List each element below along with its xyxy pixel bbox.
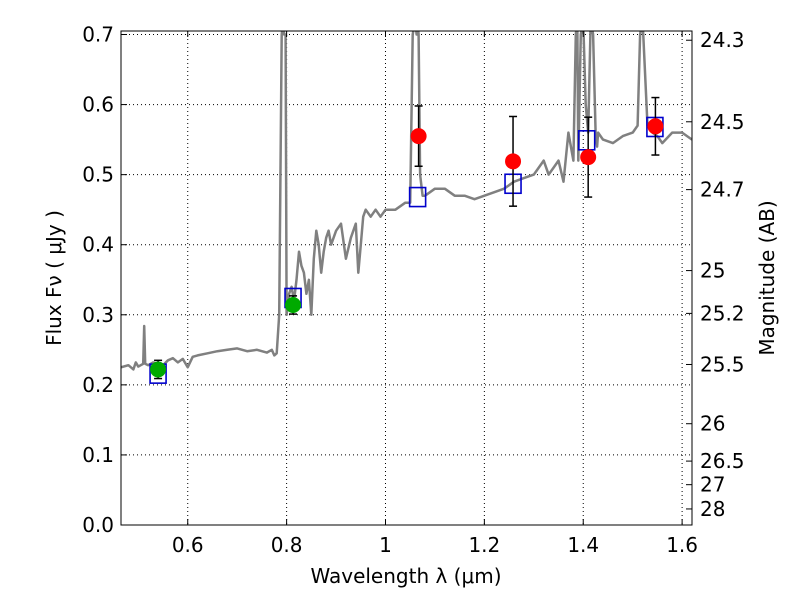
ticks: 0.6 0.8 1 1.2 1.4 1.6 0.0 0.1 0.2 0.3 0.4 0.5 0.6 0.7…	[82, 23, 744, 557]
y-tick-label: 0.6	[82, 93, 114, 117]
right-tick-label: 24.5	[700, 110, 745, 134]
y-tick-label: 0.1	[82, 443, 114, 467]
x-tick-label: 0.8	[271, 533, 303, 557]
error-bars	[150, 96, 664, 380]
photometry-point	[647, 118, 664, 135]
photometry-point	[150, 361, 167, 378]
x-axis-title: Wavelength λ (μm)	[310, 564, 501, 588]
y-axis-title: Flux Fν ( μJy )	[42, 210, 66, 346]
x-tick-label: 0.6	[172, 533, 204, 557]
right-tick-label: 25	[700, 259, 725, 283]
right-tick-label: 27	[700, 473, 725, 497]
model-square-marker	[577, 130, 596, 151]
right-tick-label: 26.5	[700, 449, 745, 473]
right-tick-label: 26	[700, 412, 725, 436]
right-tick-label: 28	[700, 497, 725, 521]
photometry-point	[505, 153, 522, 170]
y-tick-label: 0.7	[82, 23, 114, 47]
right-tick-label: 24.3	[700, 28, 745, 52]
photometry-point	[580, 149, 597, 166]
photometry-point	[285, 296, 302, 313]
spectrum-line	[121, 31, 692, 371]
right-tick-label: 24.7	[700, 178, 745, 202]
right-tick-label: 25.5	[700, 352, 745, 376]
model-square-marker	[408, 186, 427, 208]
grid-lines	[121, 31, 692, 526]
x-tick-label: 1.6	[666, 533, 698, 557]
plot-frame	[120, 30, 693, 526]
x-tick-label: 1.2	[468, 533, 500, 557]
x-tick-label: 1.4	[567, 533, 599, 557]
photometry-point	[410, 128, 427, 145]
y-tick-label: 0.3	[82, 303, 114, 327]
y-tick-label: 0.4	[82, 233, 114, 257]
y-tick-label: 0.5	[82, 163, 114, 187]
right-axis-title: Magnitude (AB)	[755, 200, 779, 355]
x-tick-label: 1	[379, 533, 392, 557]
data-layer	[121, 31, 692, 384]
y-tick-label: 0.0	[82, 513, 114, 537]
right-tick-label: 25.2	[700, 301, 745, 325]
y-tick-label: 0.2	[82, 373, 114, 397]
